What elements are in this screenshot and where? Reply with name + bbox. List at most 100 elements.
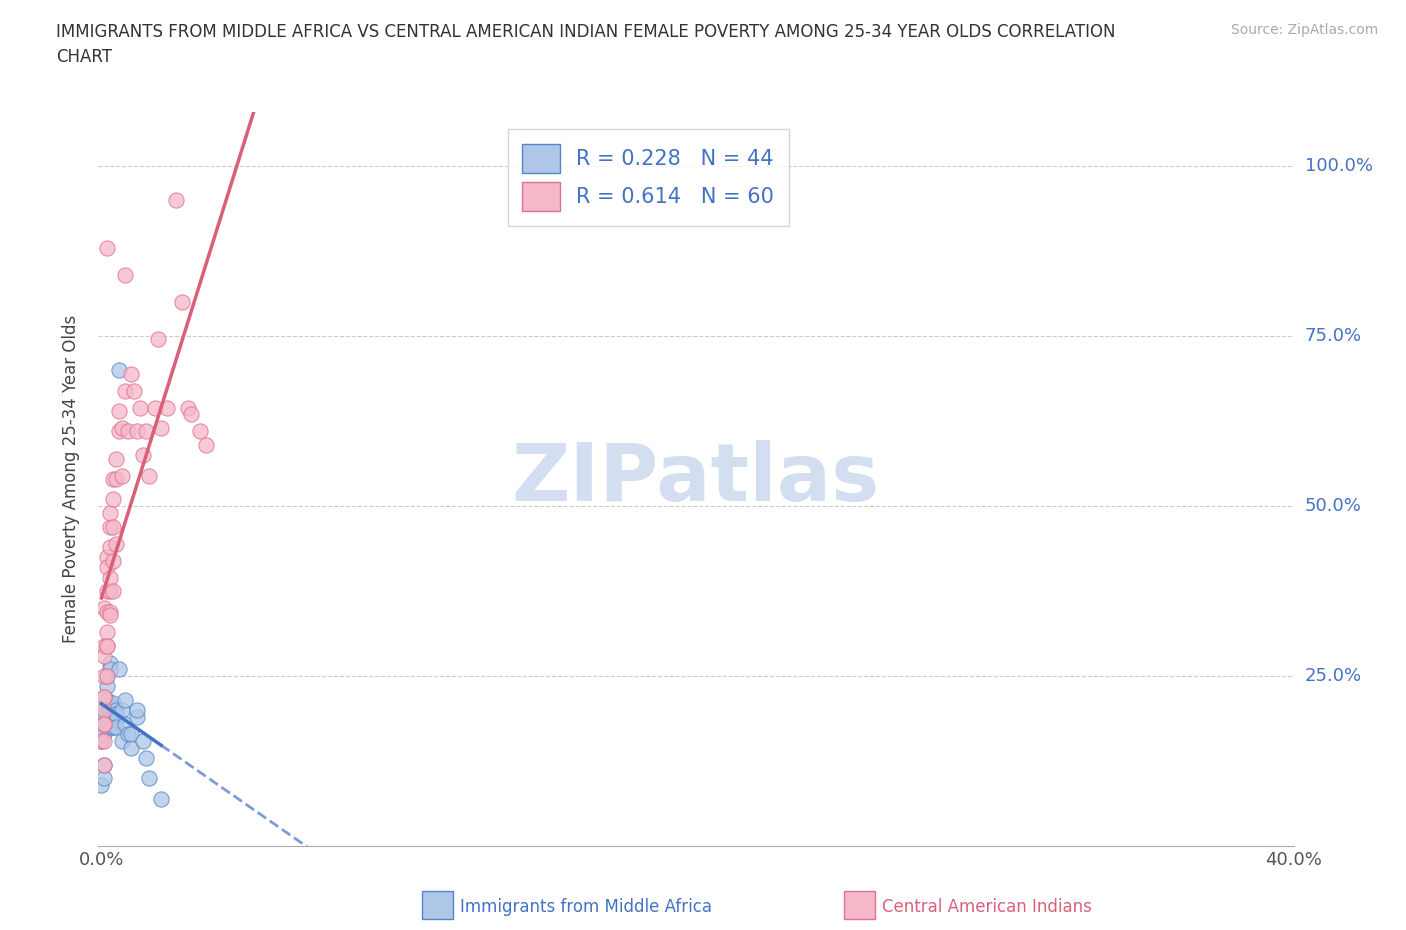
Point <box>93 757 115 772</box>
Point <box>98 720 121 735</box>
Point <box>96 638 118 653</box>
Point <box>188 424 211 439</box>
Point <box>114 268 136 283</box>
Point <box>98 662 121 677</box>
Point <box>98 710 121 724</box>
Point <box>93 716 115 731</box>
Point <box>108 404 131 418</box>
Text: IMMIGRANTS FROM MIDDLE AFRICA VS CENTRAL AMERICAN INDIAN FEMALE POVERTY AMONG 25: IMMIGRANTS FROM MIDDLE AFRICA VS CENTRAL… <box>56 23 1116 66</box>
Point <box>93 716 115 731</box>
Point <box>93 689 115 704</box>
Point <box>105 536 128 551</box>
Point <box>117 726 139 741</box>
Point <box>93 689 115 704</box>
Point <box>129 400 152 415</box>
Text: Central American Indians: Central American Indians <box>882 897 1091 916</box>
Point <box>103 492 125 507</box>
Point <box>114 693 136 708</box>
Point <box>132 734 155 749</box>
Legend: R = 0.228   N = 44, R = 0.614   N = 60: R = 0.228 N = 44, R = 0.614 N = 60 <box>508 129 789 226</box>
Text: Source: ZipAtlas.com: Source: ZipAtlas.com <box>1230 23 1378 37</box>
Point <box>96 669 118 684</box>
Text: 50.0%: 50.0% <box>1305 498 1361 515</box>
Point <box>108 662 131 677</box>
Point <box>93 726 115 741</box>
Text: 100.0%: 100.0% <box>1305 157 1372 175</box>
Point <box>143 400 166 415</box>
Point <box>93 706 115 721</box>
Point <box>165 193 187 207</box>
Point <box>93 757 115 772</box>
Point <box>103 696 125 711</box>
Point <box>96 604 118 619</box>
Point <box>146 332 169 347</box>
Point <box>138 468 160 483</box>
Point <box>150 791 173 806</box>
Point <box>98 539 121 554</box>
Point <box>180 407 202 422</box>
Point <box>90 734 112 749</box>
Point <box>120 726 142 741</box>
Point <box>96 679 118 694</box>
Point <box>156 400 179 415</box>
Point <box>103 472 125 486</box>
Point <box>111 420 134 435</box>
Point <box>96 693 118 708</box>
Point <box>127 710 149 724</box>
Point <box>96 696 118 711</box>
Point <box>105 451 128 466</box>
Point <box>93 703 115 718</box>
Point <box>96 560 118 575</box>
Point <box>170 295 193 310</box>
Point <box>105 703 128 718</box>
Point <box>120 740 142 755</box>
Point <box>111 734 134 749</box>
Point <box>103 699 125 714</box>
Point <box>96 584 118 599</box>
Point <box>177 400 200 415</box>
Point <box>98 584 121 599</box>
Point <box>114 383 136 398</box>
Point <box>96 625 118 640</box>
Point <box>96 240 118 255</box>
Point <box>150 420 173 435</box>
Point <box>114 716 136 731</box>
Point <box>96 550 118 565</box>
Point <box>135 424 157 439</box>
Point <box>98 607 121 622</box>
Point <box>127 424 149 439</box>
Point <box>93 601 115 616</box>
Point <box>103 519 125 534</box>
Point <box>103 553 125 568</box>
Point <box>93 669 115 684</box>
Point <box>105 720 128 735</box>
Point <box>122 383 145 398</box>
Y-axis label: Female Poverty Among 25-34 Year Olds: Female Poverty Among 25-34 Year Olds <box>62 315 80 643</box>
Point <box>90 777 112 792</box>
Point <box>103 584 125 599</box>
Point <box>93 771 115 786</box>
Point <box>138 771 160 786</box>
Point <box>135 751 157 765</box>
Point <box>96 638 118 653</box>
Point <box>127 703 149 718</box>
Point <box>103 720 125 735</box>
Point <box>111 468 134 483</box>
Point <box>108 363 131 378</box>
Point <box>90 734 112 749</box>
Point <box>96 720 118 735</box>
Point <box>96 706 118 721</box>
Point <box>96 713 118 728</box>
Point <box>93 716 115 731</box>
Text: ZIPatlas: ZIPatlas <box>512 440 880 518</box>
Text: 75.0%: 75.0% <box>1305 327 1362 345</box>
Text: 25.0%: 25.0% <box>1305 667 1362 685</box>
Point <box>93 734 115 749</box>
Point <box>98 506 121 521</box>
Point <box>111 703 134 718</box>
Point <box>194 437 217 452</box>
Point <box>98 604 121 619</box>
Point <box>98 703 121 718</box>
Point <box>120 366 142 381</box>
Point <box>98 519 121 534</box>
